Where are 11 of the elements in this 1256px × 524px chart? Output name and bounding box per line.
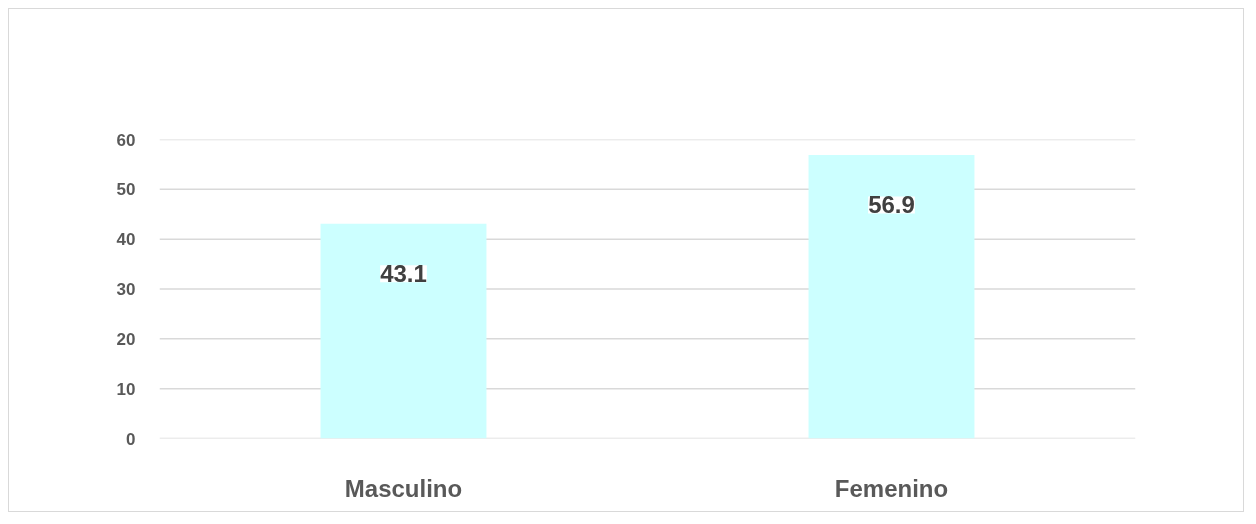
y-tick-label: 50 (116, 180, 136, 200)
data-label: 56.9 (868, 191, 915, 219)
x-tick-label: Masculino (344, 474, 463, 502)
y-tick-label: 60 (116, 130, 136, 150)
y-tick-label: 30 (116, 280, 136, 299)
y-tick-label: 10 (116, 379, 136, 399)
y-tick-label: 40 (116, 230, 136, 250)
y-tick-label: 20 (116, 329, 136, 349)
y-tick-label: 0 (126, 429, 136, 449)
data-label: 43.1 (380, 260, 427, 288)
x-tick-label: Femenino (834, 474, 949, 502)
